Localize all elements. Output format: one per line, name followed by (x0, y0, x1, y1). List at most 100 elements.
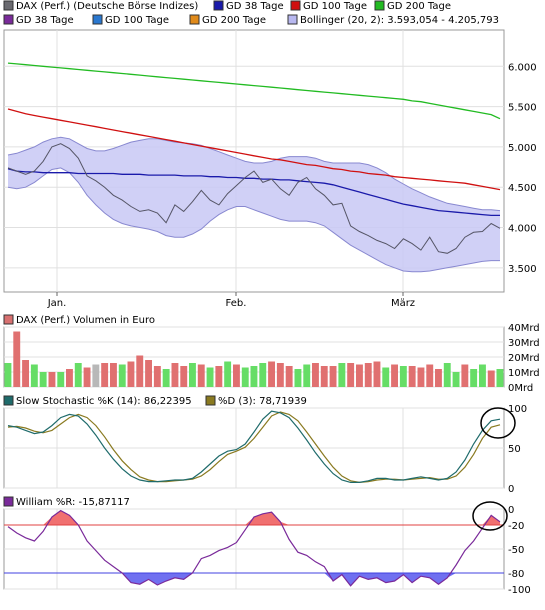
volume-bar (382, 367, 390, 387)
legend-gd200b-label: GD 200 Tage (202, 15, 266, 26)
legend-bollinger-label: Bollinger (20, 2): 3.593,054 - 4.205,793 (300, 15, 499, 26)
y-tick-label: -50 (508, 545, 524, 556)
legend-stoch-k-label: Slow Stochastic %K (14): 86,22395 (16, 396, 192, 407)
volume-bar (74, 363, 82, 387)
volume-bar (426, 364, 434, 387)
volume-bar (259, 363, 267, 387)
volume-bar (276, 363, 284, 387)
volume-bar (145, 360, 152, 387)
y-tick-label: 30Mrd (508, 338, 540, 349)
legend-stoch-d-label: %D (3): 78,71939 (218, 396, 307, 407)
annotation-circle-stochastic (480, 407, 516, 439)
y-tick-label: 0 (508, 505, 514, 516)
volume-bar (461, 364, 469, 387)
y-tick-label: 5.000 (508, 143, 537, 154)
annotation-circle-williams (472, 501, 508, 531)
volume-bar (153, 366, 161, 387)
y-tick-label: 3.500 (508, 264, 537, 275)
volume-bar (479, 364, 486, 387)
bollinger-lower-line (7, 167, 500, 273)
legend-gd200-swatch (374, 0, 385, 11)
price-plot: 3.500 4.000 4.500 5.000 5.500 6.000 Jan. Feb. Mä… (4, 30, 537, 309)
legend-gd38-label: GD 38 Tage (226, 1, 284, 12)
volume-bar (189, 363, 196, 387)
y-tick-label: 10Mrd (508, 368, 540, 379)
volume-bar (101, 363, 109, 387)
stoch-d-line (7, 411, 501, 484)
volume-bar (162, 369, 170, 387)
bollinger-band (8, 137, 500, 272)
y-tick-label: 40Mrd (508, 323, 540, 334)
volume-bar (399, 366, 407, 387)
volume-bar (470, 369, 478, 387)
legend-gd200b-swatch (189, 14, 200, 25)
legend-bollinger-swatch (287, 14, 298, 25)
volume-bar (452, 372, 460, 387)
volume-bar (320, 366, 328, 387)
legend-gd38b-swatch (3, 14, 14, 25)
volume-bar (417, 367, 425, 387)
volume-bar (312, 363, 319, 387)
volume-bar (285, 366, 293, 387)
volume-bar (39, 372, 47, 387)
y-tick-label: 100 (508, 404, 527, 415)
legend-gd38-swatch (213, 0, 224, 11)
volume-bar (338, 363, 346, 387)
volume-bar (347, 363, 355, 387)
volume-bar (180, 366, 188, 387)
volume-bar (250, 366, 258, 387)
legend-gd100-label: GD 100 Tage (303, 1, 367, 12)
legend-gd100-swatch (290, 0, 301, 11)
volume-bar (92, 364, 100, 387)
volume-bar (408, 366, 416, 387)
y-tick-label: -20 (508, 521, 524, 532)
volume-plot: 40Mrd 30Mrd 20Mrd 10Mrd 0Mrd (4, 323, 540, 394)
volume-bar (66, 369, 73, 387)
volume-bar (241, 367, 249, 387)
volume-bar (443, 363, 451, 387)
volume-bar (329, 366, 337, 387)
y-tick-label: -80 (508, 569, 524, 580)
volume-bar (48, 372, 56, 387)
volume-bar (268, 361, 275, 387)
williams-plot: 0 -20 -50 -80 -100 (4, 505, 531, 596)
legend-main: DAX (Perf.) (Deutsche Börse Indizes) GD … (3, 0, 499, 26)
volume-bar (136, 355, 144, 387)
y-tick-label: 4.000 (508, 224, 537, 235)
x-tick-label: Feb. (226, 298, 247, 309)
williams-line (7, 509, 501, 587)
volume-bar (294, 369, 302, 387)
y-tick-label: 4.500 (508, 183, 537, 194)
y-tick-label: 0 (508, 484, 514, 495)
volume-bar (30, 364, 38, 387)
volume-bar (110, 363, 117, 387)
x-tick-label: März (391, 298, 415, 309)
y-tick-label: 5.500 (508, 103, 537, 114)
price-line (7, 143, 501, 254)
legend-price-label: DAX (Perf.) (Deutsche Börse Indizes) (16, 1, 198, 12)
volume-bar (206, 367, 214, 387)
volume-bar (118, 364, 126, 387)
legend-volume-swatch (3, 314, 14, 325)
volume-bar (224, 361, 232, 387)
legend-stoch-k-swatch (3, 395, 14, 406)
legend-volume-label: DAX (Perf.) Volumen in Euro (16, 315, 155, 326)
volume-bar (233, 364, 240, 387)
y-tick-label: 6.000 (508, 62, 537, 73)
volume-bar (496, 369, 504, 387)
legend-gd38b-label: GD 38 Tage (16, 15, 74, 26)
volume-bar (373, 361, 381, 387)
y-tick-label: 0Mrd (508, 383, 533, 394)
volume-bar (127, 361, 135, 387)
y-tick-label: 50 (508, 444, 521, 455)
volume-bar (22, 360, 29, 387)
volume-bar (391, 364, 398, 387)
volume-bar (197, 364, 205, 387)
volume-bar (57, 372, 65, 387)
y-tick-label: 20Mrd (508, 353, 540, 364)
bollinger-upper-line (7, 136, 501, 212)
gd38-line (7, 168, 500, 217)
legend-williams-label: William %R: -15,87117 (16, 497, 130, 508)
volume-bar (487, 370, 495, 387)
